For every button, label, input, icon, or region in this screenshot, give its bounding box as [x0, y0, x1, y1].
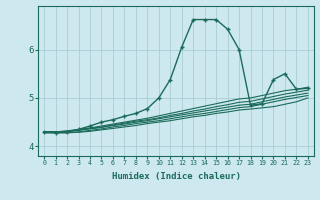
X-axis label: Humidex (Indice chaleur): Humidex (Indice chaleur) [111, 172, 241, 181]
